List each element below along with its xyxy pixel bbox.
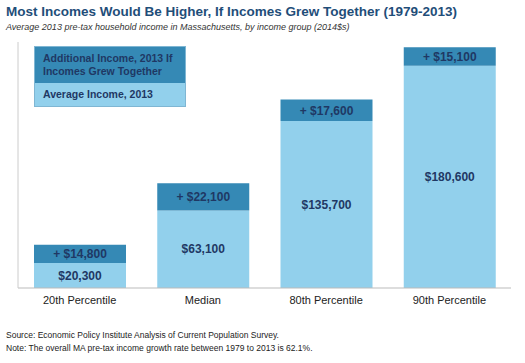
svg-text:+ $14,800: + $14,800 [53, 247, 107, 261]
svg-text:20th Percentile: 20th Percentile [43, 294, 116, 306]
svg-text:$180,600: $180,600 [425, 170, 475, 184]
svg-text:$63,100: $63,100 [182, 242, 226, 256]
svg-text:$135,700: $135,700 [301, 198, 351, 212]
html-text:Source: Economic Policy Instit: Source: Economic Policy Institute Analys… [6, 330, 279, 340]
svg-text:Median: Median [185, 294, 221, 306]
html-text:Additional Income, 2013 If Inc: Additional Income, 2013 If Incomes Grew … [43, 52, 173, 77]
html-text:Note: The overall MA pre-tax i: Note: The overall MA pre-tax income grow… [6, 343, 313, 353]
svg-text:+ $22,100: + $22,100 [176, 190, 230, 204]
svg-text:90th Percentile: 90th Percentile [413, 294, 486, 306]
svg-text:80th Percentile: 80th Percentile [289, 294, 362, 306]
svg-text:$20,300: $20,300 [58, 269, 102, 283]
html-text:Average 2013 pre-tax household: Average 2013 pre-tax household income in… [6, 22, 350, 32]
html-text:Average Income, 2013: Average Income, 2013 [43, 88, 153, 100]
svg-text:+ $15,100: + $15,100 [423, 50, 477, 64]
svg-text:+ $17,600: + $17,600 [300, 104, 354, 118]
html-text:Most Incomes Would Be Higher,: Most Incomes Would Be Higher, If Incomes… [6, 4, 458, 19]
